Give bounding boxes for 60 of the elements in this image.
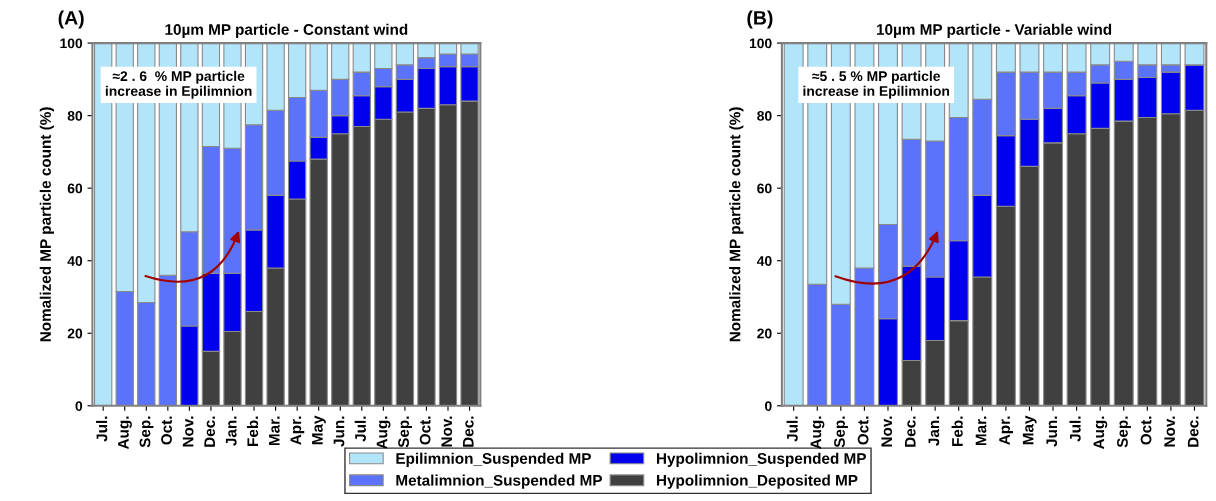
x-tick-label: May [312, 415, 326, 445]
y-axis-title: Nomalized MP particle count (%) [39, 107, 54, 342]
y-tick-label: 80 [757, 110, 772, 121]
x-tick-label: Nov. [441, 416, 453, 447]
y-tick-label: 60 [757, 183, 772, 194]
x-tick-label: Sep. [834, 416, 848, 448]
legend-label: Hypolimnion_Deposited MP [656, 474, 858, 489]
x-tick-label: Aug. [810, 416, 825, 450]
x-tick-label: Oct. [857, 416, 869, 445]
x-tick-label: Sep. [139, 416, 154, 448]
y-tick-label: 0 [75, 401, 83, 411]
x-tick-label: May [1022, 415, 1037, 445]
x-tick-label: Jul. [786, 416, 798, 442]
x-tick-label: Jul. [96, 416, 108, 442]
y-tick-label: 20 [757, 328, 772, 339]
chart-title: 10µm MP particle - Constant wind [165, 23, 408, 38]
x-tick-label: Jun. [333, 416, 345, 447]
x-tick-label: Aug. [1093, 416, 1108, 450]
x-tick-label: Jul. [1069, 416, 1081, 442]
text: (B) [747, 10, 773, 29]
x-tick-label: Oct. [161, 416, 172, 445]
chart-title: 10µm MP particle - Variable wind [877, 23, 1112, 38]
x-tick-label: Jul. [354, 416, 366, 442]
x-tick-label: Dec. [204, 416, 216, 447]
y-tick-label: 40 [67, 256, 83, 266]
y-tick-label: 40 [756, 256, 772, 266]
y-tick-label: 100 [749, 38, 772, 49]
annotation: ≈5 . 5 % MP particle increase in Epilimnion [803, 70, 950, 99]
y-tick-label: 60 [67, 183, 83, 194]
x-tick-label: Aug. [118, 416, 132, 450]
x-tick-label: Sep. [398, 416, 413, 448]
y-tick-label: 100 [60, 38, 83, 49]
x-tick-label: Dec. [462, 416, 474, 447]
x-tick-label: Oct. [1140, 416, 1152, 445]
x-tick-label: Feb. [951, 416, 963, 446]
x-tick-label: Nov. [881, 416, 893, 447]
x-tick-label: Oct. [419, 416, 431, 445]
legend-label: Hypolimnion_Suspended MP [656, 452, 866, 467]
x-tick-label: Nov. [182, 416, 194, 447]
legend-label: Metalimnion_Suspended MP [396, 474, 602, 489]
x-tick-label: Dec. [905, 416, 916, 447]
x-tick-label: Nov. [1164, 416, 1176, 447]
y-tick-label: 20 [67, 328, 83, 339]
x-tick-label: Jun. [1046, 416, 1058, 447]
x-tick-label: Mar. [269, 416, 280, 446]
x-tick-label: Jan. [225, 416, 237, 446]
x-tick-label: Apr. [999, 416, 1013, 445]
x-tick-label: Jan. [928, 416, 940, 446]
x-tick-label: Aug. [376, 416, 391, 450]
x-tick-label: Apr. [290, 416, 305, 445]
legend-label: Epilimnion_Suspended MP [396, 452, 591, 467]
x-tick-label: Sep. [1117, 416, 1131, 448]
y-tick-label: 0 [764, 401, 772, 411]
y-tick-label: 80 [67, 110, 83, 121]
x-tick-label: Dec. [1187, 416, 1199, 447]
y-axis-title: Nomalized MP particle count (%) [729, 107, 744, 342]
x-tick-label: Mar. [975, 416, 987, 446]
text: (A) [58, 10, 84, 29]
annotation: ≈2 . 6 % MP particle increase in Epilimnion [105, 70, 252, 99]
x-tick-label: Feb. [246, 416, 259, 446]
